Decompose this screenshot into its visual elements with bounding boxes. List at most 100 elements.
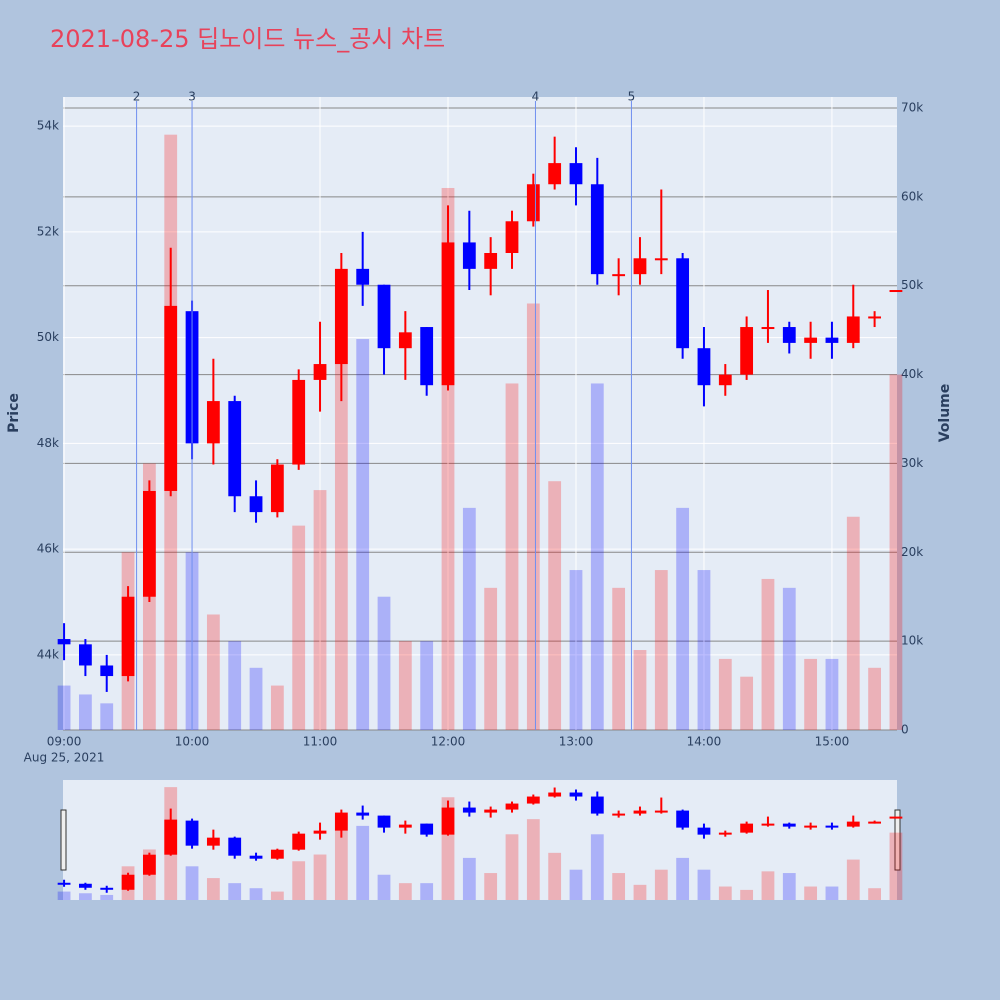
candle-body [377, 284, 391, 349]
volume-bar [398, 641, 412, 730]
news-label: 2 [133, 90, 141, 104]
candle-body [590, 184, 604, 275]
mini-volume-bar [356, 825, 370, 900]
mini-candle-body [462, 807, 476, 813]
candle-body [718, 374, 732, 386]
mini-candle-body [846, 821, 860, 827]
candle-body [420, 327, 434, 386]
mini-volume-bar [782, 873, 796, 900]
volume-bar [420, 641, 434, 730]
y-tick-label: 46k [37, 542, 59, 556]
candle-body [462, 242, 476, 269]
y2-tick-label: 70k [901, 101, 923, 115]
mini-volume-bar [654, 869, 668, 900]
candle-body [697, 348, 711, 386]
mini-volume-bar [569, 869, 583, 900]
mini-candle-body [569, 792, 583, 797]
volume-bar [377, 596, 391, 730]
mini-volume-bar [761, 871, 775, 900]
volume-bar [569, 570, 583, 730]
volume-bar [782, 587, 796, 730]
volume-bar [505, 383, 519, 730]
volume-bar [334, 285, 348, 730]
mini-volume-bar [846, 859, 860, 900]
y2-tick-label: 60k [901, 189, 923, 203]
mini-volume-bar [185, 866, 199, 900]
x-tick-label: 09:00 [47, 735, 82, 749]
candle-body [334, 268, 348, 365]
volume-bar [761, 578, 775, 730]
y2-axis-title: Volume [937, 384, 953, 443]
candle-body [100, 665, 114, 677]
news-label: 5 [628, 90, 636, 104]
candle-body [292, 379, 306, 465]
y-axis-title: Price [6, 393, 22, 433]
mini-volume-bar [740, 889, 754, 900]
mini-candle-body [270, 849, 284, 859]
candle-body [548, 163, 562, 185]
mini-volume-bar [420, 883, 434, 900]
mini-candle-body [590, 796, 604, 814]
mini-candle-body [548, 792, 562, 797]
volume-bar [825, 658, 839, 730]
x-tick-label: 11:00 [303, 735, 338, 749]
candle-body [846, 316, 860, 343]
mini-candle-body [206, 837, 220, 846]
mini-candle-body [782, 823, 796, 827]
chart-title: 2021-08-25 딥노이드 뉴스_공시 차트 [50, 25, 445, 53]
volume-bar [292, 525, 306, 730]
mini-volume-bar [889, 832, 903, 900]
volume-bar [676, 507, 690, 730]
mini-candle-body [633, 810, 647, 814]
volume-bar [846, 516, 860, 730]
candle-body [761, 327, 775, 330]
volume-bar [462, 507, 476, 730]
volume-bar [612, 587, 626, 730]
mini-candle-body [377, 815, 391, 828]
volume-bar [740, 676, 754, 730]
y2-tick-label: 10k [901, 634, 923, 648]
mini-candle-body [313, 830, 327, 834]
x-tick-label: 10:00 [175, 735, 210, 749]
mini-candle-body [57, 882, 71, 885]
mini-candle-body [718, 832, 732, 835]
mini-volume-bar [825, 886, 839, 900]
mini-candle-body [761, 823, 775, 826]
mini-candle-body [121, 874, 135, 890]
volume-bar [804, 658, 818, 730]
slider-handle[interactable] [60, 809, 67, 871]
y-tick-label: 50k [37, 330, 59, 344]
news-label: 3 [188, 90, 196, 104]
mini-candle-body [889, 816, 903, 819]
candle-body [654, 258, 668, 261]
volume-bar [356, 339, 370, 730]
volume-bar [654, 570, 668, 730]
mini-candle-body [292, 833, 306, 850]
candle-body [526, 184, 540, 222]
candle-body [868, 316, 882, 319]
mini-candle-body [804, 825, 818, 828]
mini-volume-bar [228, 883, 242, 900]
y2-tick-label: 40k [901, 367, 923, 381]
mini-volume-bar [206, 878, 220, 900]
candle-body [569, 163, 583, 185]
slider-handle[interactable] [894, 809, 901, 871]
x-tick-label: 12:00 [431, 735, 466, 749]
candle-body [206, 401, 220, 444]
candle-body [505, 221, 519, 254]
plot-area [63, 97, 897, 730]
volume-bar [100, 703, 114, 730]
y-tick-label: 48k [37, 436, 59, 450]
candle-body [164, 305, 178, 491]
mini-candle-body [100, 887, 114, 890]
volume-bar [57, 685, 71, 730]
mini-volume-bar [313, 854, 327, 900]
mini-volume-bar [292, 861, 306, 900]
candle-body [484, 253, 498, 269]
mini-volume-bar [676, 857, 690, 900]
volume-bar [889, 374, 903, 730]
candle-body [313, 364, 327, 380]
mini-volume-bar [718, 886, 732, 900]
y2-tick-label: 20k [901, 545, 923, 559]
mini-candle-body [185, 820, 199, 846]
